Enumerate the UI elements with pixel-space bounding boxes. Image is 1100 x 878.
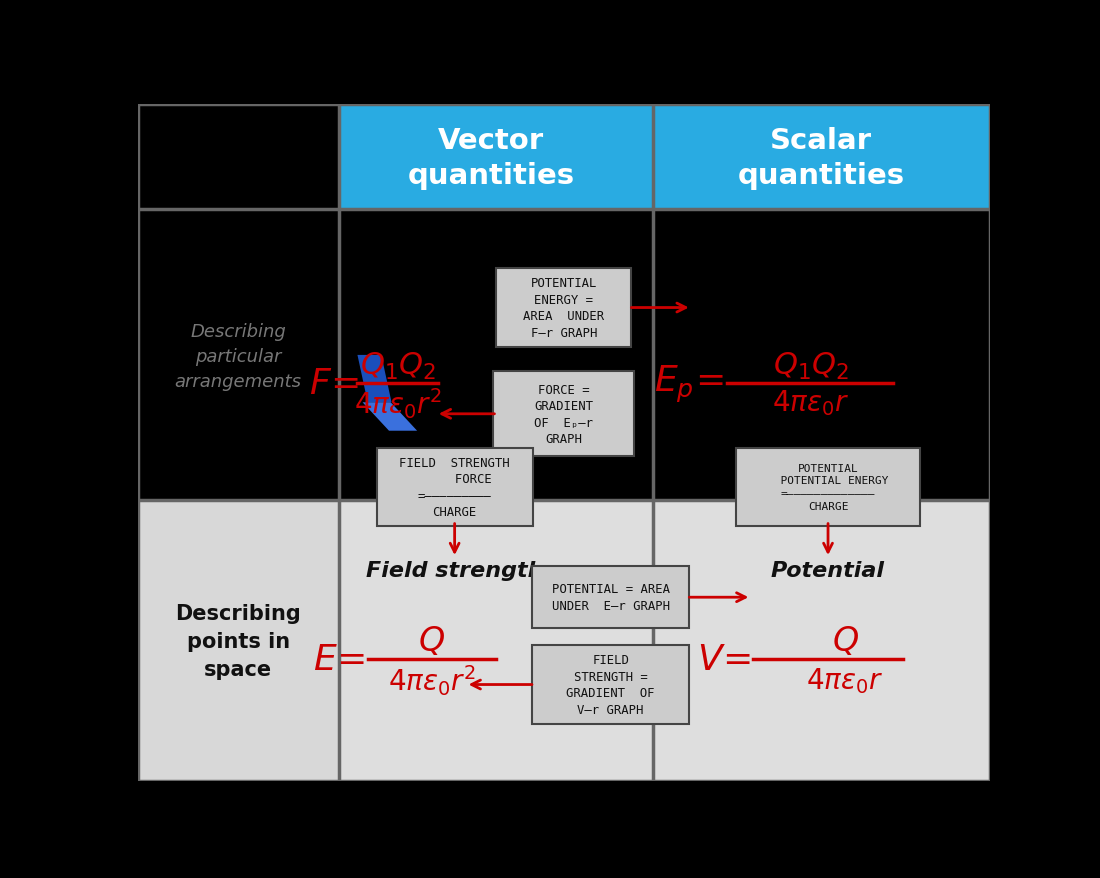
FancyBboxPatch shape [494, 372, 634, 457]
FancyArrowPatch shape [472, 680, 532, 689]
Text: $E_p\!=\!$: $E_p\!=\!$ [654, 363, 724, 405]
Text: $V\!=\!$: $V\!=\!$ [697, 642, 751, 676]
Text: FIELD
STRENGTH =
GRADIENT  OF
V–r GRAPH: FIELD STRENGTH = GRADIENT OF V–r GRAPH [566, 653, 654, 716]
FancyBboxPatch shape [736, 449, 920, 526]
Bar [339, 500, 990, 781]
Text: $Q_1Q_2$: $Q_1Q_2$ [773, 350, 849, 381]
Text: POTENTIAL
  POTENTIAL ENERGY
=―――――――――――――
CHARGE: POTENTIAL POTENTIAL ENERGY =――――――――――――… [768, 464, 889, 512]
FancyBboxPatch shape [376, 449, 532, 526]
Text: Describing
points in
space: Describing points in space [175, 603, 301, 679]
FancyArrowPatch shape [690, 594, 746, 602]
Text: Vector
quantities: Vector quantities [408, 126, 575, 190]
Text: $F\!=\!$: $F\!=\!$ [309, 367, 359, 401]
Text: POTENTIAL
ENERGY =
AREA  UNDER
F–r GRAPH: POTENTIAL ENERGY = AREA UNDER F–r GRAPH [524, 277, 604, 340]
FancyArrowPatch shape [824, 524, 833, 552]
Text: Scalar
quantities: Scalar quantities [738, 126, 905, 190]
Text: $4\pi\varepsilon_0 r^2$: $4\pi\varepsilon_0 r^2$ [388, 663, 475, 697]
Text: $E\!=\!$: $E\!=\!$ [314, 642, 366, 676]
Polygon shape [363, 403, 417, 431]
Bar [138, 500, 339, 781]
Bar [339, 105, 990, 210]
FancyBboxPatch shape [496, 269, 631, 348]
Text: Potential: Potential [771, 560, 886, 580]
Text: $Q$: $Q$ [832, 624, 858, 658]
FancyArrowPatch shape [442, 410, 495, 419]
Text: POTENTIAL = AREA
UNDER  E–r GRAPH: POTENTIAL = AREA UNDER E–r GRAPH [551, 583, 670, 612]
Text: Describing
particular
arrangements: Describing particular arrangements [175, 323, 301, 391]
Text: $4\pi\varepsilon_0 r$: $4\pi\varepsilon_0 r$ [772, 388, 849, 418]
FancyBboxPatch shape [531, 644, 690, 724]
Text: FIELD  STRENGTH
     FORCE
=―――――――――
CHARGE: FIELD STRENGTH FORCE =――――――――― CHARGE [399, 456, 510, 519]
Text: FORCE =
GRADIENT
OF  Eₚ–r
GRAPH: FORCE = GRADIENT OF Eₚ–r GRAPH [535, 383, 593, 445]
FancyArrowPatch shape [631, 304, 685, 313]
FancyArrowPatch shape [450, 524, 459, 552]
Text: $4\pi\varepsilon_0 r^2$: $4\pi\varepsilon_0 r^2$ [354, 385, 441, 421]
Text: $Q_1Q_2$: $Q_1Q_2$ [360, 350, 436, 381]
Text: $Q$: $Q$ [418, 624, 446, 658]
Polygon shape [358, 356, 392, 403]
Text: Field strength: Field strength [366, 560, 543, 580]
Text: $4\pi\varepsilon_0 r$: $4\pi\varepsilon_0 r$ [806, 666, 883, 694]
FancyBboxPatch shape [531, 566, 690, 629]
